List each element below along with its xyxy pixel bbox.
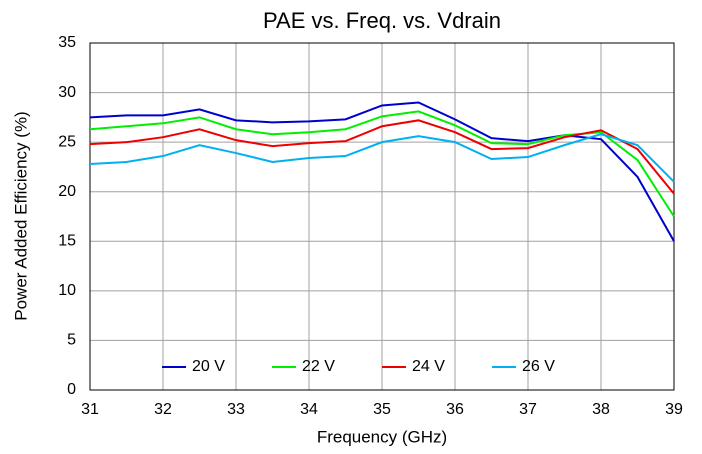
legend-label: 26 V: [522, 358, 555, 375]
x-axis-label: Frequency (GHz): [317, 427, 447, 446]
series-line: [89, 133, 675, 183]
x-tick-label: 31: [81, 401, 99, 418]
x-tick-label: 35: [373, 401, 391, 418]
series-line: [89, 101, 675, 242]
chart-title: PAE vs. Freq. vs. Vdrain: [263, 8, 501, 33]
y-tick-label: 35: [58, 34, 76, 51]
series-line: [89, 119, 675, 195]
x-tick-label: 33: [227, 401, 245, 418]
y-tick-label: 10: [58, 282, 76, 299]
y-tick-label: 0: [67, 381, 76, 398]
y-tick-label: 30: [58, 84, 76, 101]
x-tick-label: 38: [592, 401, 610, 418]
y-axis-label: Power Added Efficiency (%): [11, 111, 30, 320]
x-tick-label: 36: [446, 401, 464, 418]
x-tick-label: 32: [154, 401, 172, 418]
y-tick-label: 25: [58, 133, 76, 150]
x-tick-label: 39: [665, 401, 683, 418]
x-tick-label: 37: [519, 401, 537, 418]
legend-label: 20 V: [192, 358, 225, 375]
y-tick-label: 20: [58, 183, 76, 200]
y-tick-label: 5: [67, 332, 76, 349]
x-tick-label: 34: [300, 401, 318, 418]
legend-label: 24 V: [412, 358, 445, 375]
legend-label: 22 V: [302, 358, 335, 375]
y-tick-label: 15: [58, 233, 76, 250]
